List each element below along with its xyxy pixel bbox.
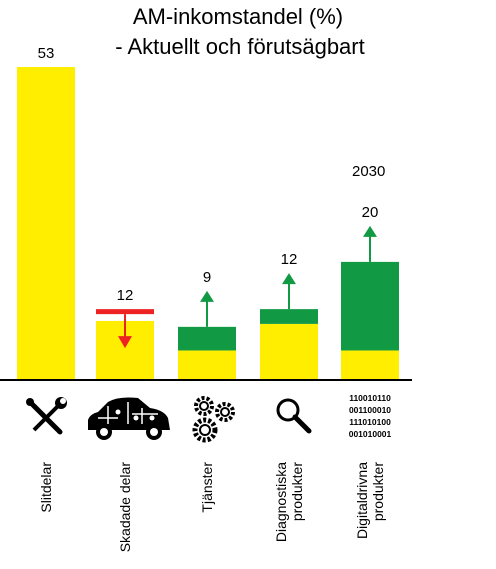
car-puzzle-icon bbox=[88, 397, 170, 440]
bar-growth bbox=[178, 326, 236, 351]
value-label: 12 bbox=[281, 251, 298, 268]
binary-line: 110010110 bbox=[349, 393, 391, 403]
bar-growth bbox=[341, 261, 399, 351]
arrow-up-head bbox=[200, 290, 214, 302]
value-label: 9 bbox=[203, 269, 211, 286]
bar-current bbox=[260, 323, 318, 380]
value-label: 53 bbox=[38, 45, 55, 62]
binary-code-icon: 110010110 001100010 111010100 001010001 bbox=[349, 393, 392, 439]
binary-line: 111010100 bbox=[349, 417, 391, 427]
bar-current bbox=[17, 67, 75, 380]
category-label-line: Diagnostiska bbox=[273, 462, 289, 542]
category-label-line: Skadade delar bbox=[117, 462, 133, 553]
category-label-line: Digitaldrivna bbox=[354, 462, 370, 539]
gears-icon bbox=[192, 396, 235, 443]
category-label-line: Tjänster bbox=[199, 462, 215, 513]
category-label: Tjänster bbox=[199, 462, 215, 513]
future-year-label: 2030 bbox=[352, 163, 386, 180]
arrow-down-head bbox=[118, 336, 132, 349]
category-label-line: produkter bbox=[370, 462, 386, 521]
category-label: Diagnostiska produkter bbox=[273, 462, 305, 542]
binary-line: 001010001 bbox=[349, 429, 392, 439]
chart-title-line-1: AM-inkomstandel (%) bbox=[132, 4, 344, 29]
magnifier-icon bbox=[276, 398, 312, 434]
arrow-up-head bbox=[282, 273, 296, 285]
category-label: Skadade delar bbox=[117, 462, 133, 553]
arrow-up-head bbox=[363, 225, 377, 237]
chart-title-line-2: - Aktuellt och förutsägbart bbox=[115, 34, 365, 59]
value-label: 20 bbox=[362, 204, 379, 221]
value-label: 12 bbox=[117, 287, 134, 304]
bar-current bbox=[341, 350, 399, 380]
category-label: Slitdelar bbox=[38, 462, 54, 513]
bar-growth bbox=[260, 309, 318, 324]
category-label-line: produkter bbox=[289, 462, 305, 521]
binary-line: 001100010 bbox=[349, 405, 391, 415]
category-label: Digitaldrivna produkter bbox=[354, 462, 386, 539]
bar-decline-marker bbox=[96, 309, 154, 315]
bar-current bbox=[178, 350, 236, 380]
wrench-screwdriver-icon bbox=[26, 397, 67, 438]
category-label-line: Slitdelar bbox=[38, 462, 54, 513]
